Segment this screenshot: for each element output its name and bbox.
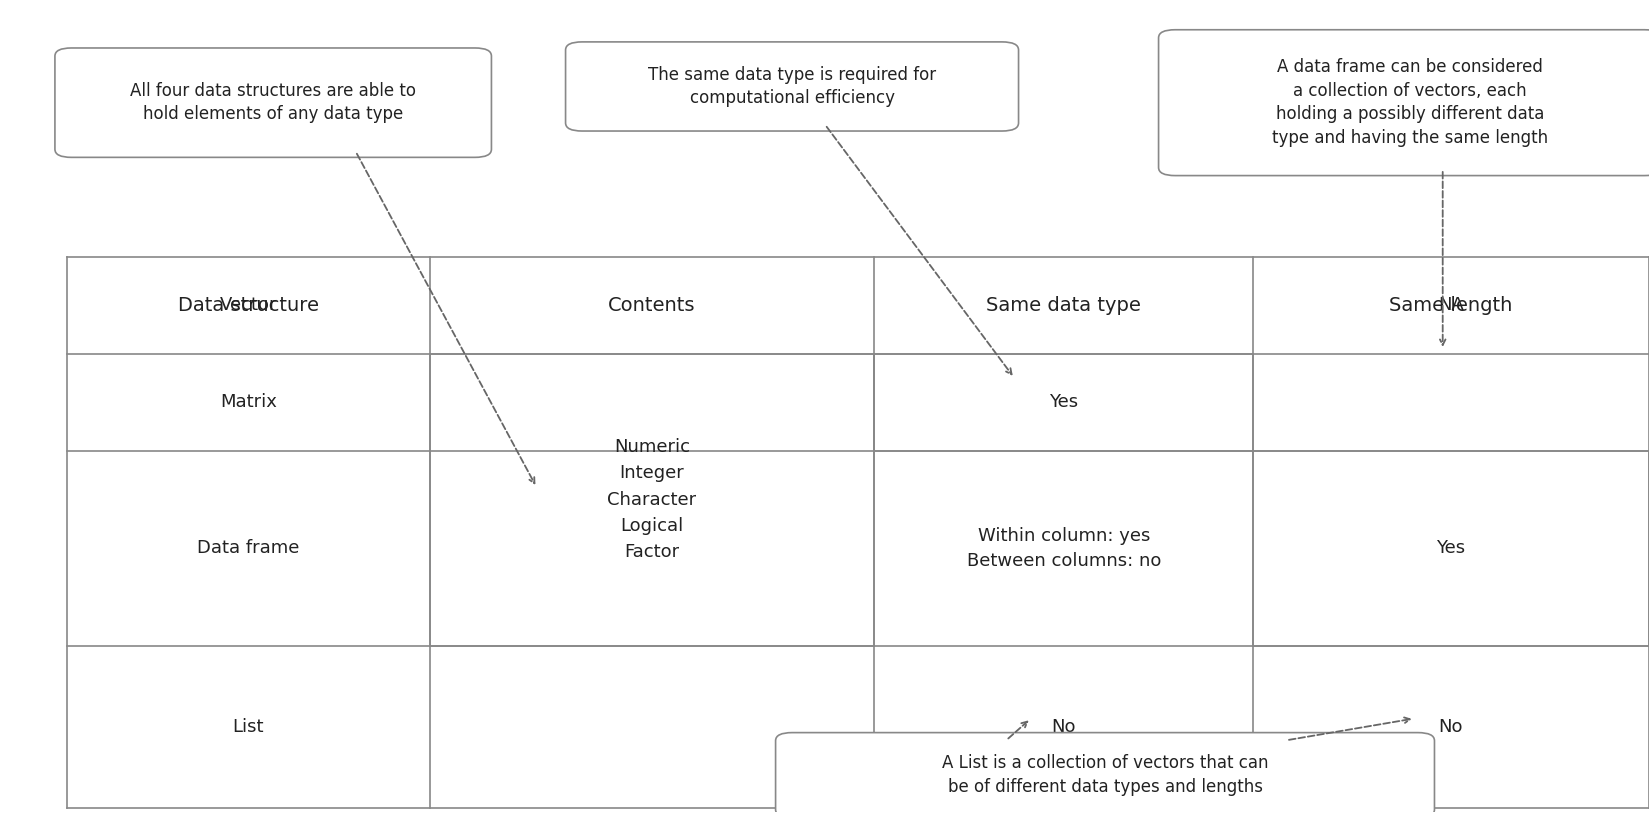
Text: No: No	[1439, 718, 1464, 736]
Text: NA: NA	[1439, 296, 1464, 314]
Text: The same data type is required for
computational efficiency: The same data type is required for compu…	[648, 66, 936, 107]
FancyBboxPatch shape	[54, 48, 492, 158]
Text: A data frame can be considered
a collection of vectors, each
holding a possibly : A data frame can be considered a collect…	[1272, 59, 1548, 147]
Text: Matrix: Matrix	[219, 393, 277, 411]
Bar	[429, 354, 874, 646]
Text: Same length: Same length	[1389, 296, 1513, 315]
Text: Yes: Yes	[1437, 539, 1465, 557]
Text: List: List	[233, 718, 264, 736]
FancyBboxPatch shape	[566, 42, 1018, 131]
Text: Data frame: Data frame	[198, 539, 300, 557]
FancyBboxPatch shape	[776, 733, 1434, 813]
Text: Within column: yes
Between columns: no: Within column: yes Between columns: no	[967, 527, 1162, 570]
Text: Data structure: Data structure	[178, 296, 318, 315]
Bar	[874, 354, 1254, 451]
Text: A List is a collection of vectors that can
be of different data types and length: A List is a collection of vectors that c…	[942, 754, 1269, 796]
Bar	[1254, 451, 1648, 646]
Text: All four data structures are able to
hold elements of any data type: All four data structures are able to hol…	[130, 82, 416, 124]
Text: No: No	[1051, 718, 1076, 736]
Text: Contents: Contents	[609, 296, 696, 315]
Text: Yes: Yes	[1049, 393, 1079, 411]
FancyBboxPatch shape	[1158, 30, 1650, 176]
Text: Vector: Vector	[219, 296, 277, 314]
Text: Same data type: Same data type	[987, 296, 1142, 315]
Text: Numeric
Integer
Character
Logical
Factor: Numeric Integer Character Logical Factor	[607, 438, 696, 562]
